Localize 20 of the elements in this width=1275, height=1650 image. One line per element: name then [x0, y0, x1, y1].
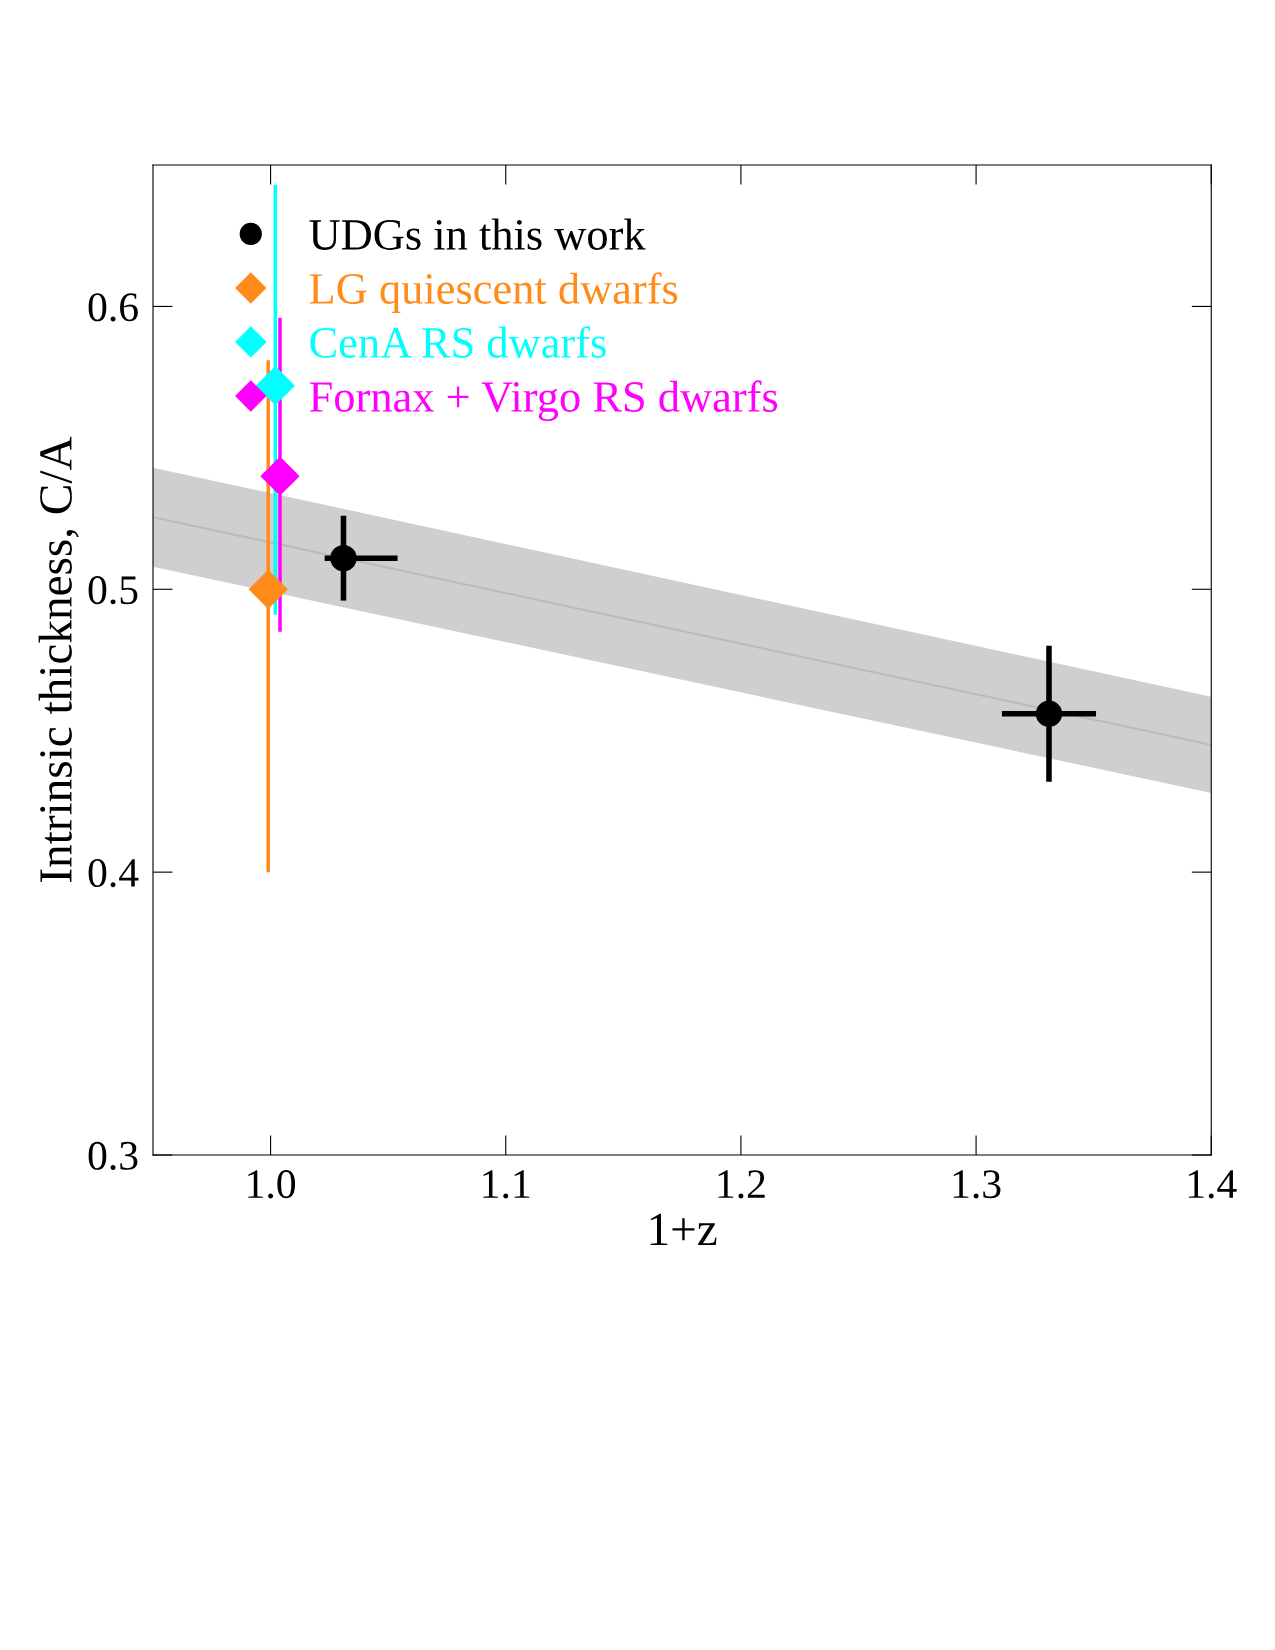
y-tick-label: 0.3: [88, 1141, 138, 1171]
point: [1035, 700, 1063, 727]
legend-label: LG quiescent dwarfs: [309, 272, 678, 313]
x-tick-label: 1.0: [248, 1170, 296, 1199]
point: [248, 569, 288, 609]
x-tick-label: 1.3: [953, 1170, 1001, 1199]
legend-label: UDGs in this work: [309, 218, 646, 250]
legend-label: CenA RS dwarfs: [310, 326, 606, 358]
point: [260, 456, 300, 496]
x-tick-label: 1.2: [718, 1170, 765, 1199]
y-tick-label: 0.4: [88, 858, 139, 888]
y-tick-label: 0.6: [88, 293, 138, 322]
x-tick-label: 1.1: [483, 1170, 530, 1199]
x-axis-title: 1+z: [650, 1213, 717, 1245]
y-axis-title: Intrinsic thickness, C/A: [38, 436, 79, 882]
point: [255, 366, 295, 405]
legend-label: Fornax + Virgo RS dwarfs: [309, 380, 778, 422]
x-tick-label: 1.4: [1188, 1170, 1237, 1199]
point: [330, 544, 357, 572]
y-tick-label: 0.5: [88, 576, 138, 605]
